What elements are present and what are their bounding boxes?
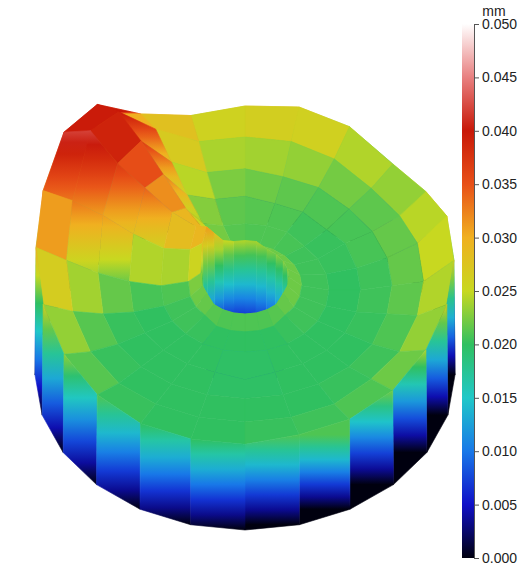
colorbar-tick-mark bbox=[474, 184, 479, 185]
colorbar-tick-label: 0.000 bbox=[482, 550, 517, 566]
colorbar-tick-mark bbox=[474, 238, 479, 239]
colorbar-axis: 0.000 0.005 0.010 0.015 0.020 0.025 0.030 0.035… bbox=[474, 16, 517, 566]
colorbar-tick-label: 0.045 bbox=[482, 69, 517, 85]
surface-cell bbox=[349, 391, 393, 510]
surface-cell bbox=[245, 435, 299, 530]
surface-cell bbox=[387, 243, 424, 286]
surface-cell bbox=[191, 106, 245, 141]
surface-cell bbox=[63, 354, 97, 484]
colorbar-tick: 0.030 bbox=[474, 230, 517, 246]
surface-cell bbox=[357, 258, 392, 290]
surface-cell bbox=[207, 372, 245, 398]
colorbar-tick: 0.025 bbox=[474, 283, 517, 299]
colorbar-tick-label: 0.015 bbox=[482, 390, 517, 406]
colorbar-tick: 0.045 bbox=[474, 69, 517, 85]
colorbar-tick-mark bbox=[474, 291, 479, 292]
colorbar bbox=[462, 24, 474, 558]
colorbar-tick: 0.020 bbox=[474, 336, 517, 352]
surface-cell bbox=[245, 313, 260, 332]
colorbar-tick: 0.040 bbox=[474, 123, 517, 139]
colorbar-tick-label: 0.005 bbox=[482, 497, 517, 513]
surface-cell bbox=[97, 395, 141, 509]
surface-cell bbox=[387, 282, 424, 316]
colorbar-tick-label: 0.035 bbox=[482, 176, 517, 192]
colorbar-tick-mark bbox=[474, 398, 479, 399]
surface-cell bbox=[245, 372, 283, 398]
colorbar-tick: 0.035 bbox=[474, 176, 517, 192]
colorbar-tick-mark bbox=[474, 131, 479, 132]
colorbar-tick-mark bbox=[474, 24, 479, 25]
colorbar-tick: 0.010 bbox=[474, 443, 517, 459]
colorbar-tick: 0.015 bbox=[474, 390, 517, 406]
colorbar-tick-label: 0.025 bbox=[482, 283, 517, 299]
colorbar-tick-label: 0.030 bbox=[482, 230, 517, 246]
colorbar-tick-mark bbox=[474, 558, 479, 559]
surface-cell bbox=[299, 419, 350, 524]
colorbar-tick-label: 0.040 bbox=[482, 123, 517, 139]
surface-cell bbox=[447, 260, 455, 415]
surface-cell bbox=[164, 212, 196, 249]
colorbar-tick-mark bbox=[474, 77, 479, 78]
surface-cell bbox=[326, 268, 360, 290]
surface-cell bbox=[245, 106, 299, 141]
colorbar-tick: 0.000 bbox=[474, 550, 517, 566]
surface-cell bbox=[35, 248, 43, 416]
chart: 0.000 0.005 0.010 0.015 0.020 0.025 0.030 0.035… bbox=[0, 0, 529, 573]
surface-cell bbox=[191, 439, 245, 530]
surface-cell bbox=[98, 273, 133, 314]
colorbar-tick-mark bbox=[474, 344, 479, 345]
colorbar-tick-mark bbox=[474, 451, 479, 452]
surface-cell bbox=[42, 304, 64, 452]
surface-cell bbox=[294, 259, 326, 275]
surface-cell bbox=[223, 330, 245, 352]
colorbar-tick-label: 0.010 bbox=[482, 443, 517, 459]
surface-cell bbox=[140, 424, 191, 525]
colorbar-tick-mark bbox=[474, 505, 479, 506]
surface bbox=[35, 104, 455, 530]
colorbar-title: mm bbox=[482, 3, 505, 19]
surface-cell bbox=[130, 234, 164, 286]
surface-cell bbox=[230, 313, 245, 332]
colorbar-tick-label: 0.020 bbox=[482, 336, 517, 352]
surface-cell bbox=[245, 330, 267, 352]
surface-cell bbox=[393, 350, 427, 484]
surface-cell bbox=[357, 286, 392, 314]
surface-cell bbox=[98, 215, 133, 281]
surface-cell bbox=[161, 248, 190, 285]
colorbar-tick: 0.005 bbox=[474, 497, 517, 513]
surface-cell bbox=[426, 304, 448, 452]
